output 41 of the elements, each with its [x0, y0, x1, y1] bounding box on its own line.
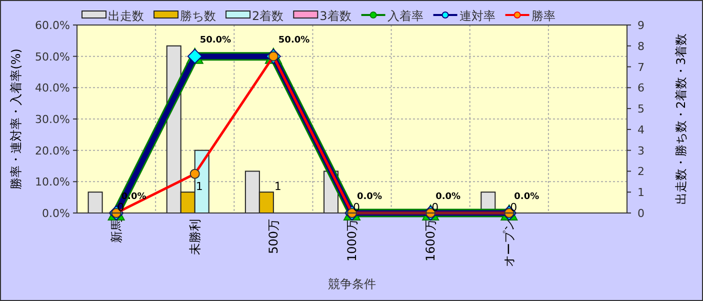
x-tick-label: 500万 — [266, 219, 280, 254]
y-tick-label: 10.0% — [35, 176, 70, 189]
y2-axis-title: 出走数・勝ち数・2着数・3着数 — [674, 33, 688, 205]
data-label: 0.0% — [514, 192, 540, 202]
data-label: 50.0% — [200, 35, 232, 46]
y2-tick-label: 8 — [638, 40, 644, 53]
data-label: 50.0% — [278, 35, 310, 46]
x-tick-label: 未勝利 — [188, 219, 202, 255]
y-tick-label: 40.0% — [35, 82, 70, 95]
legend-label: 入着率 — [387, 9, 424, 23]
x-tick-label: オープン — [502, 219, 516, 267]
legend-label: 出走数 — [108, 9, 144, 23]
y2-tick-label: 9 — [638, 19, 644, 32]
x-tick-label: 1600万 — [424, 219, 438, 262]
legend-label: 勝ち数 — [180, 9, 216, 23]
y2-tick-label: 1 — [638, 186, 644, 200]
legend-label: 連対率 — [459, 9, 496, 23]
y-tick-label: 30.0% — [35, 113, 70, 126]
y2-tick-label: 5 — [638, 102, 644, 116]
x-tick-label: 1000万 — [345, 219, 359, 262]
y2-tick-label: 4 — [638, 123, 644, 136]
data-label: 1 — [196, 180, 203, 194]
legend-label: 勝率 — [531, 9, 556, 23]
legend-label: 2着数 — [252, 9, 284, 23]
y2-tick-label: 6 — [638, 82, 644, 95]
y-tick-label: 60.0% — [35, 19, 70, 32]
y2-tick-label: 3 — [638, 144, 644, 158]
x-axis-title: 競争条件 — [328, 277, 376, 291]
y2-tick-label: 7 — [638, 60, 644, 74]
bar — [88, 192, 103, 214]
data-label: 1 — [274, 180, 282, 194]
data-label: 0.0% — [357, 192, 382, 202]
y-tick-label: 50.0% — [35, 50, 70, 64]
y-tick-label: 0.0% — [42, 207, 70, 220]
y-axis-title: 勝率・連対率・入着率(%) — [9, 48, 23, 190]
y2-tick-label: 2 — [638, 165, 644, 178]
data-label: 0.0% — [436, 192, 461, 202]
y2-tick-label: 0 — [638, 207, 644, 220]
data-label: 0 — [510, 201, 518, 214]
legend-label: 3着数 — [320, 9, 352, 23]
y-tick-label: 20.0% — [35, 144, 70, 158]
